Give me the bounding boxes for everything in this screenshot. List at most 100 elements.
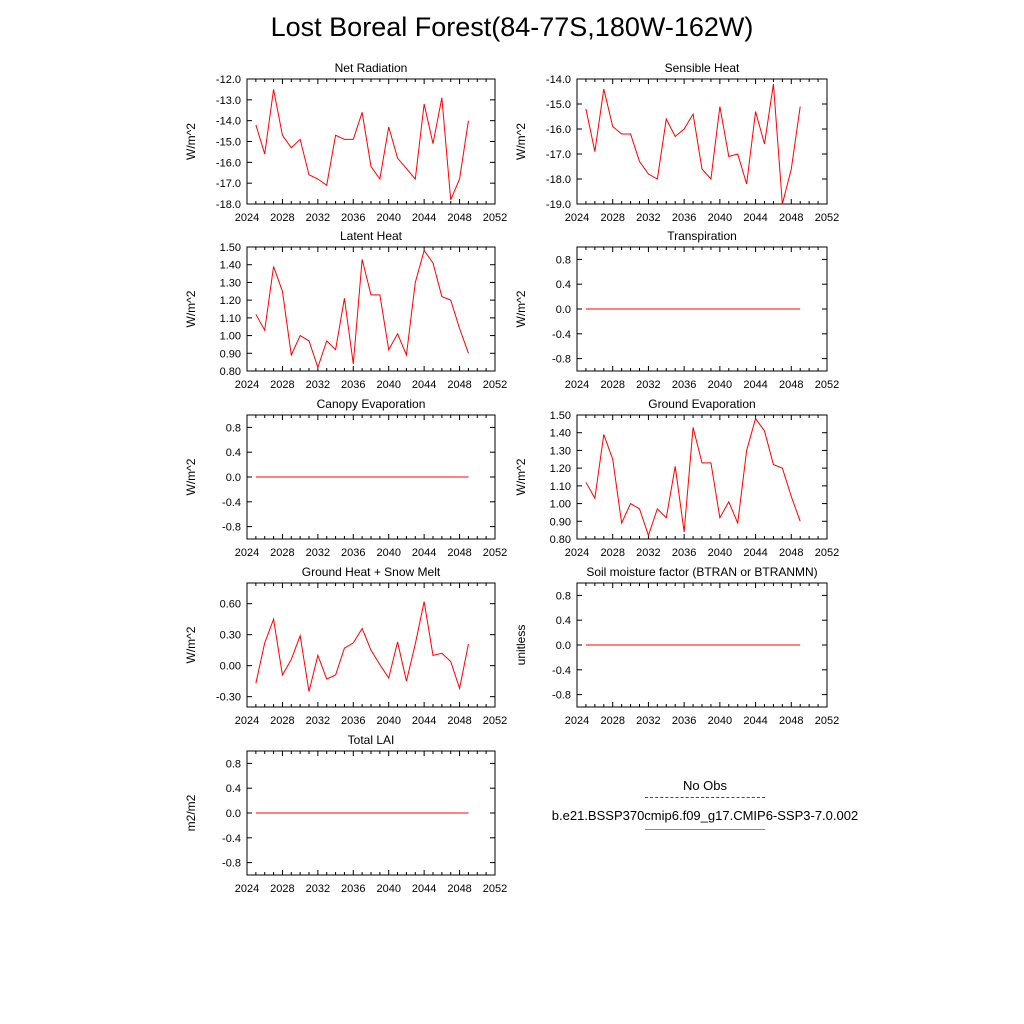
x-tick-label: 2024 [565, 715, 589, 727]
x-tick-label: 2028 [600, 715, 624, 727]
x-tick-label: 2052 [815, 715, 839, 727]
y-tick-label: 0.90 [220, 348, 241, 360]
x-tick-label: 2024 [565, 212, 589, 224]
y-tick-label: -16.0 [216, 157, 241, 169]
plot-frame [576, 414, 828, 540]
x-tick-label: 2044 [743, 715, 767, 727]
chart-title: Latent Heat [340, 229, 403, 243]
series-line [585, 83, 801, 205]
x-tick-label: 2048 [447, 715, 471, 727]
chart-panel: Sensible Heat W/m^2 2024 2028 2032 2036 2040 20… [514, 61, 839, 224]
x-tick-label: 2040 [708, 212, 732, 224]
y-axis-label: W/m^2 [514, 123, 528, 160]
y-tick-label: 1.40 [550, 428, 571, 440]
legend-model-label: b.e21.BSSP370cmip6.f09_g17.CMIP6-SSP3-7.… [551, 808, 859, 823]
y-tick-label: 0.4 [226, 447, 241, 459]
x-tick-label: 2036 [341, 212, 365, 224]
y-tick-label: 1.50 [220, 242, 241, 254]
chart-title: Total LAI [348, 733, 395, 747]
plot-frame [246, 78, 496, 205]
y-tick-label: 0.60 [220, 599, 241, 611]
x-tick-label: 2048 [779, 379, 803, 391]
y-tick-label: -15.0 [546, 99, 571, 111]
series-line [255, 249, 469, 370]
y-tick-label: 0.8 [226, 422, 241, 434]
y-axis-label: m2/m2 [184, 794, 198, 831]
x-tick-label: 2040 [376, 715, 400, 727]
y-tick-label: -12.0 [216, 74, 241, 86]
x-tick-label: 2044 [412, 379, 436, 391]
y-tick-label: 0.30 [220, 630, 241, 642]
y-axis-label: W/m^2 [514, 290, 528, 327]
x-tick-label: 2024 [235, 212, 259, 224]
x-tick-label: 2048 [779, 715, 803, 727]
x-tick-label: 2032 [306, 547, 330, 559]
series-line [255, 601, 469, 692]
plot-frame [576, 78, 828, 205]
x-tick-label: 2024 [235, 715, 259, 727]
y-tick-label: 0.0 [226, 472, 241, 484]
x-tick-label: 2028 [600, 547, 624, 559]
x-tick-label: 2048 [447, 379, 471, 391]
y-tick-label: -0.8 [552, 354, 571, 366]
y-tick-label: 1.30 [550, 445, 571, 457]
x-tick-label: 2032 [636, 547, 660, 559]
x-tick-label: 2044 [412, 715, 436, 727]
y-tick-label: -0.8 [222, 858, 241, 870]
x-tick-label: 2048 [447, 547, 471, 559]
legend: No Obs b.e21.BSSP370cmip6.f09_g17.CMIP6-… [530, 778, 880, 830]
y-tick-label: 1.50 [550, 410, 571, 422]
x-tick-label: 2032 [636, 715, 660, 727]
x-tick-label: 2040 [376, 212, 400, 224]
legend-model-swatch [645, 829, 765, 830]
legend-obs-swatch [645, 797, 765, 798]
x-tick-label: 2036 [672, 212, 696, 224]
y-tick-label: -15.0 [216, 137, 241, 149]
x-tick-label: 2036 [672, 379, 696, 391]
x-tick-label: 2044 [412, 883, 436, 895]
y-tick-label: 0.80 [550, 534, 571, 546]
y-tick-label: -17.0 [216, 178, 241, 190]
y-tick-label: 0.8 [226, 758, 241, 770]
x-tick-label: 2024 [565, 547, 589, 559]
y-tick-label: 0.4 [226, 783, 241, 795]
y-axis-label: W/m^2 [184, 123, 198, 160]
x-tick-label: 2052 [815, 379, 839, 391]
x-tick-label: 2044 [412, 212, 436, 224]
x-tick-label: 2052 [483, 715, 507, 727]
x-tick-label: 2044 [743, 379, 767, 391]
x-tick-label: 2036 [341, 547, 365, 559]
x-tick-label: 2052 [483, 212, 507, 224]
x-tick-label: 2044 [412, 547, 436, 559]
x-tick-label: 2024 [565, 379, 589, 391]
x-tick-label: 2024 [235, 379, 259, 391]
chart-panel: Soil moisture factor (BTRAN or BTRANMN) u… [514, 565, 839, 727]
y-tick-label: -14.0 [546, 74, 571, 86]
series-line [255, 89, 469, 201]
y-axis-label: W/m^2 [184, 458, 198, 495]
x-tick-label: 2032 [636, 379, 660, 391]
chart-panel: Ground Evaporation W/m^2 2024 2028 2032 2036 2… [514, 397, 839, 559]
chart-panel: Total LAI m2/m2 2024 2028 2032 2036 2040 2044 20… [184, 733, 507, 895]
x-tick-label: 2052 [483, 547, 507, 559]
chart-title: Transpiration [667, 229, 737, 243]
x-tick-label: 2048 [779, 212, 803, 224]
y-tick-label: -0.4 [222, 833, 241, 845]
chart-title: Canopy Evaporation [317, 397, 426, 411]
x-tick-label: 2052 [815, 212, 839, 224]
y-tick-label: 0.0 [226, 808, 241, 820]
x-tick-label: 2028 [600, 212, 624, 224]
y-tick-label: 1.40 [220, 260, 241, 272]
chart-title: Ground Heat + Snow Melt [302, 565, 441, 579]
y-tick-label: -13.0 [216, 95, 241, 107]
chart-panel: Latent Heat W/m^2 2024 2028 2032 2036 2040 2044… [184, 229, 507, 391]
y-tick-label: -17.0 [546, 149, 571, 161]
x-tick-label: 2032 [306, 379, 330, 391]
x-tick-label: 2052 [483, 379, 507, 391]
y-tick-label: 1.30 [220, 277, 241, 289]
y-tick-label: 1.00 [220, 331, 241, 343]
x-tick-label: 2048 [447, 212, 471, 224]
chart-title: Sensible Heat [665, 61, 740, 75]
y-tick-label: -0.4 [552, 329, 571, 341]
